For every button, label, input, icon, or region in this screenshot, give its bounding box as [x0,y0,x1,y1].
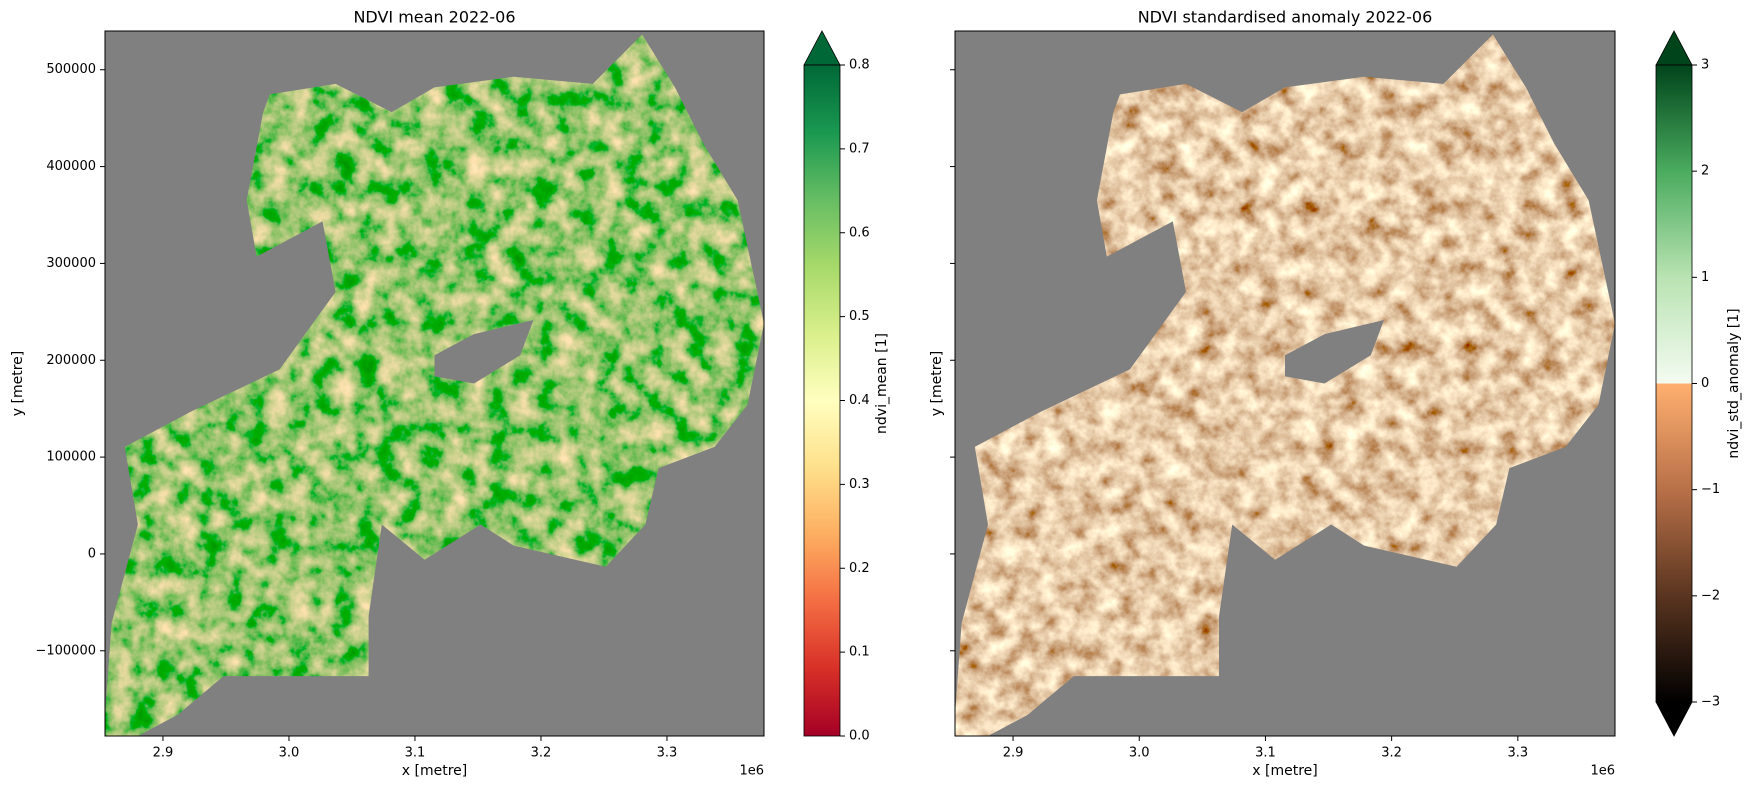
panel-title: NDVI standardised anomaly 2022-06 [1138,8,1433,27]
y-tick-label: 0 [88,546,96,561]
axes-frame [104,30,765,737]
x-tick-label: 3.2 [531,746,552,761]
colorbar-label: ndvi_std_anomaly [1] [1726,308,1742,458]
colorbar-tick-label: −2 [1701,588,1720,603]
colorbar-extend-min [1655,701,1693,737]
y-tick-label: 200000 [46,353,96,368]
x-tick-label: 2.9 [153,746,174,761]
colorbar-tick-label: 0.7 [849,141,870,156]
colorbar-tick-label: 3 [1701,58,1709,73]
colorbar-tick-label: 1 [1701,270,1709,285]
panel-title: NDVI mean 2022-06 [353,8,515,27]
x-offset-label: 1e6 [1590,764,1615,779]
y-tick-label: −100000 [35,643,96,658]
colorbar-label: ndvi_mean [1] [874,333,890,434]
panel: 2.9 3.0 3.1 3.2 3.3 −100000 0 100000 200000 30000… [10,8,890,780]
y-tick-label: 500000 [46,62,96,77]
x-tick-label: 3.3 [1507,746,1528,761]
colorbar-tick-label: 0.1 [849,645,870,660]
colorbar-tick-label: 0.2 [849,561,870,576]
panel: 2.9 3.0 3.1 3.2 3.3 NDVI standardised anomaly… [929,8,1742,780]
colorbar-tick-label: 0.3 [849,477,870,492]
colorbar-extend-max [803,30,841,66]
y-tick-label: 400000 [46,159,96,174]
x-tick-label: 3.3 [657,746,678,761]
x-tick-label: 3.1 [1255,746,1276,761]
colorbar-tick-label: −3 [1701,695,1720,710]
colorbar-tick-label: −1 [1701,482,1720,497]
x-offset-label: 1e6 [739,764,764,779]
x-tick-label: 3.2 [1381,746,1402,761]
colorbar-tick-label: 0.4 [849,393,870,408]
colorbar [1656,65,1692,702]
x-tick-label: 3.0 [279,746,300,761]
x-axis-label: x [metre] [402,763,467,779]
colorbar-tick-label: 0 [1701,376,1709,391]
x-tick-label: 3.1 [405,746,426,761]
colorbar-extend-max [1655,30,1693,66]
axes-frame [954,30,1616,737]
colorbar-tick-label: 2 [1701,164,1709,179]
x-tick-label: 2.9 [1003,746,1024,761]
y-axis-label: y [metre] [929,351,945,416]
colorbar-tick-label: 0.8 [849,58,870,73]
colorbar-tick-label: 0.0 [849,729,870,744]
y-tick-label: 100000 [46,450,96,465]
lake [1285,320,1384,384]
x-axis-label: x [metre] [1252,763,1317,779]
colorbar-tick-label: 0.6 [849,225,870,240]
y-axis-label: y [metre] [10,351,26,416]
y-tick-label: 300000 [46,256,96,271]
colorbar-tick-label: 0.5 [849,309,870,324]
x-tick-label: 3.0 [1129,746,1150,761]
colorbar [804,65,840,736]
lake [434,320,534,384]
